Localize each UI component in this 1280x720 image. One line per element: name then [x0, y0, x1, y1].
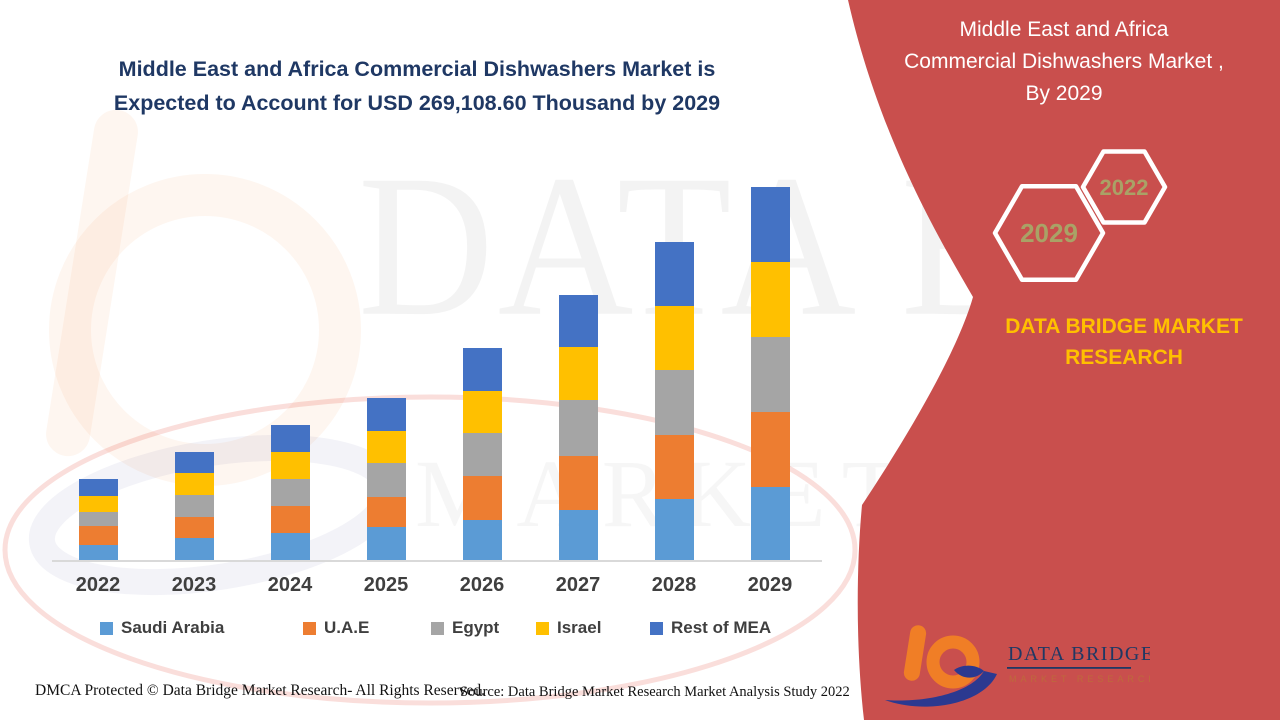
bar-segment-saudi-arabia — [366, 526, 406, 560]
legend-item-rest-of-mea: Rest of MEA — [650, 618, 771, 638]
brand-wordmark: DATA BRIDGE MARKET RESEARCH — [952, 311, 1280, 373]
bar-segment-egypt — [462, 432, 502, 477]
bar-segment-saudi-arabia — [462, 519, 502, 560]
bar-segment-rest-of-mea — [366, 398, 406, 432]
bar-segment-israel — [366, 431, 406, 464]
bar-segment-rest-of-mea — [654, 241, 694, 307]
bar-2025 — [366, 398, 406, 560]
bar-2024 — [270, 424, 310, 560]
bar-segment-u-a-e — [462, 476, 502, 520]
bar-segment-rest-of-mea — [78, 479, 118, 496]
logo-underline — [1007, 667, 1131, 669]
bar-segment-israel — [750, 261, 790, 337]
dmca-notice: DMCA Protected © Data Bridge Market Rese… — [35, 682, 485, 699]
bar-2023 — [174, 452, 214, 560]
bar-segment-israel — [654, 306, 694, 371]
logo-b-icon — [885, 625, 997, 707]
legend-label: Egypt — [452, 618, 500, 637]
x-axis-label-2028: 2028 — [651, 574, 697, 596]
bar-segment-egypt — [558, 399, 598, 456]
bar-2028 — [654, 241, 694, 560]
legend-swatch — [650, 621, 663, 635]
bar-segment-egypt — [366, 463, 406, 497]
chart-title-line1: Middle East and Africa Commercial Dishwa… — [118, 57, 716, 81]
bar-segment-egypt — [750, 336, 790, 412]
panel-title-line1: Middle East and Africa — [959, 18, 1169, 41]
bar-segment-saudi-arabia — [78, 544, 118, 560]
bar-segment-israel — [462, 390, 502, 433]
legend-swatch — [303, 621, 316, 635]
bar-segment-saudi-arabia — [558, 510, 598, 560]
legend-label: Rest of MEA — [671, 618, 772, 637]
bar-segment-israel — [558, 347, 598, 400]
chart-title-line2: Expected to Account for USD 269,108.60 T… — [113, 91, 721, 115]
x-axis-label-2029: 2029 — [747, 574, 793, 596]
x-axis-label-2025: 2025 — [363, 574, 409, 596]
legend-item-u-a-e: U.A.E — [303, 618, 369, 638]
bar-segment-rest-of-mea — [174, 452, 214, 474]
bar-segment-rest-of-mea — [462, 347, 502, 391]
x-axis-line — [52, 560, 822, 562]
legend-label: Israel — [557, 618, 602, 637]
bar-segment-rest-of-mea — [558, 295, 598, 348]
bar-segment-u-a-e — [270, 506, 310, 534]
bar-segment-u-a-e — [654, 435, 694, 500]
hexagon-2029-outline — [992, 183, 1106, 283]
x-axis-label-2023: 2023 — [171, 574, 217, 596]
company-logo: DATA BRIDGE MARKET RESEARCH — [885, 625, 1150, 707]
bar-segment-u-a-e — [78, 525, 118, 545]
bar-segment-rest-of-mea — [750, 187, 790, 262]
bar-segment-saudi-arabia — [174, 538, 214, 560]
bar-segment-egypt — [174, 494, 214, 517]
bar-2027 — [558, 295, 598, 560]
legend-swatch — [100, 621, 113, 635]
bar-segment-saudi-arabia — [654, 499, 694, 560]
bar-segment-egypt — [78, 511, 118, 526]
bar-segment-u-a-e — [174, 516, 214, 539]
bar-segment-u-a-e — [750, 411, 790, 487]
legend-swatch — [536, 621, 549, 635]
bar-2022 — [78, 479, 118, 560]
bar-segment-israel — [78, 495, 118, 512]
bar-segment-u-a-e — [558, 455, 598, 510]
hexagon-label-2022: 2022 — [1099, 175, 1149, 200]
legend-item-saudi-arabia: Saudi Arabia — [100, 618, 224, 638]
x-axis-label-2022: 2022 — [75, 574, 121, 596]
bar-segment-saudi-arabia — [750, 486, 790, 560]
legend-label: Saudi Arabia — [121, 618, 225, 637]
bar-segment-israel — [270, 451, 310, 479]
legend-label: U.A.E — [324, 618, 370, 637]
source-note: Source: Data Bridge Market Research Mark… — [460, 684, 850, 700]
bar-segment-israel — [174, 473, 214, 495]
x-axis-label-2027: 2027 — [555, 574, 601, 596]
hexagon-2022-outline — [1080, 149, 1168, 225]
panel-title-line3: By 2029 — [1025, 82, 1103, 105]
brand-line1: DATA BRIDGE MARKET — [1005, 315, 1243, 338]
bar-2029 — [750, 187, 790, 560]
bar-segment-egypt — [654, 370, 694, 436]
bar-segment-rest-of-mea — [270, 424, 310, 452]
bar-segment-u-a-e — [366, 496, 406, 527]
bar-segment-saudi-arabia — [270, 533, 310, 560]
bar-2026 — [462, 347, 502, 560]
bar-segment-egypt — [270, 479, 310, 507]
brand-line2: RESEARCH — [1065, 346, 1183, 369]
logo-subtext: MARKET RESEARCH — [1009, 674, 1150, 684]
legend-item-israel: Israel — [536, 618, 601, 638]
panel-title: Middle East and Africa Commercial Dishwa… — [853, 14, 1275, 110]
legend-swatch — [431, 621, 444, 635]
panel-title-line2: Commercial Dishwashers Market , — [904, 50, 1224, 73]
x-axis-label-2024: 2024 — [267, 574, 313, 596]
chart-title: Middle East and Africa Commercial Dishwa… — [40, 52, 794, 120]
hexagon-label-2029: 2029 — [1020, 218, 1078, 248]
logo-name-text: DATA BRIDGE — [1008, 643, 1150, 665]
x-axis-label-2026: 2026 — [459, 574, 505, 596]
legend-item-egypt: Egypt — [431, 618, 499, 638]
